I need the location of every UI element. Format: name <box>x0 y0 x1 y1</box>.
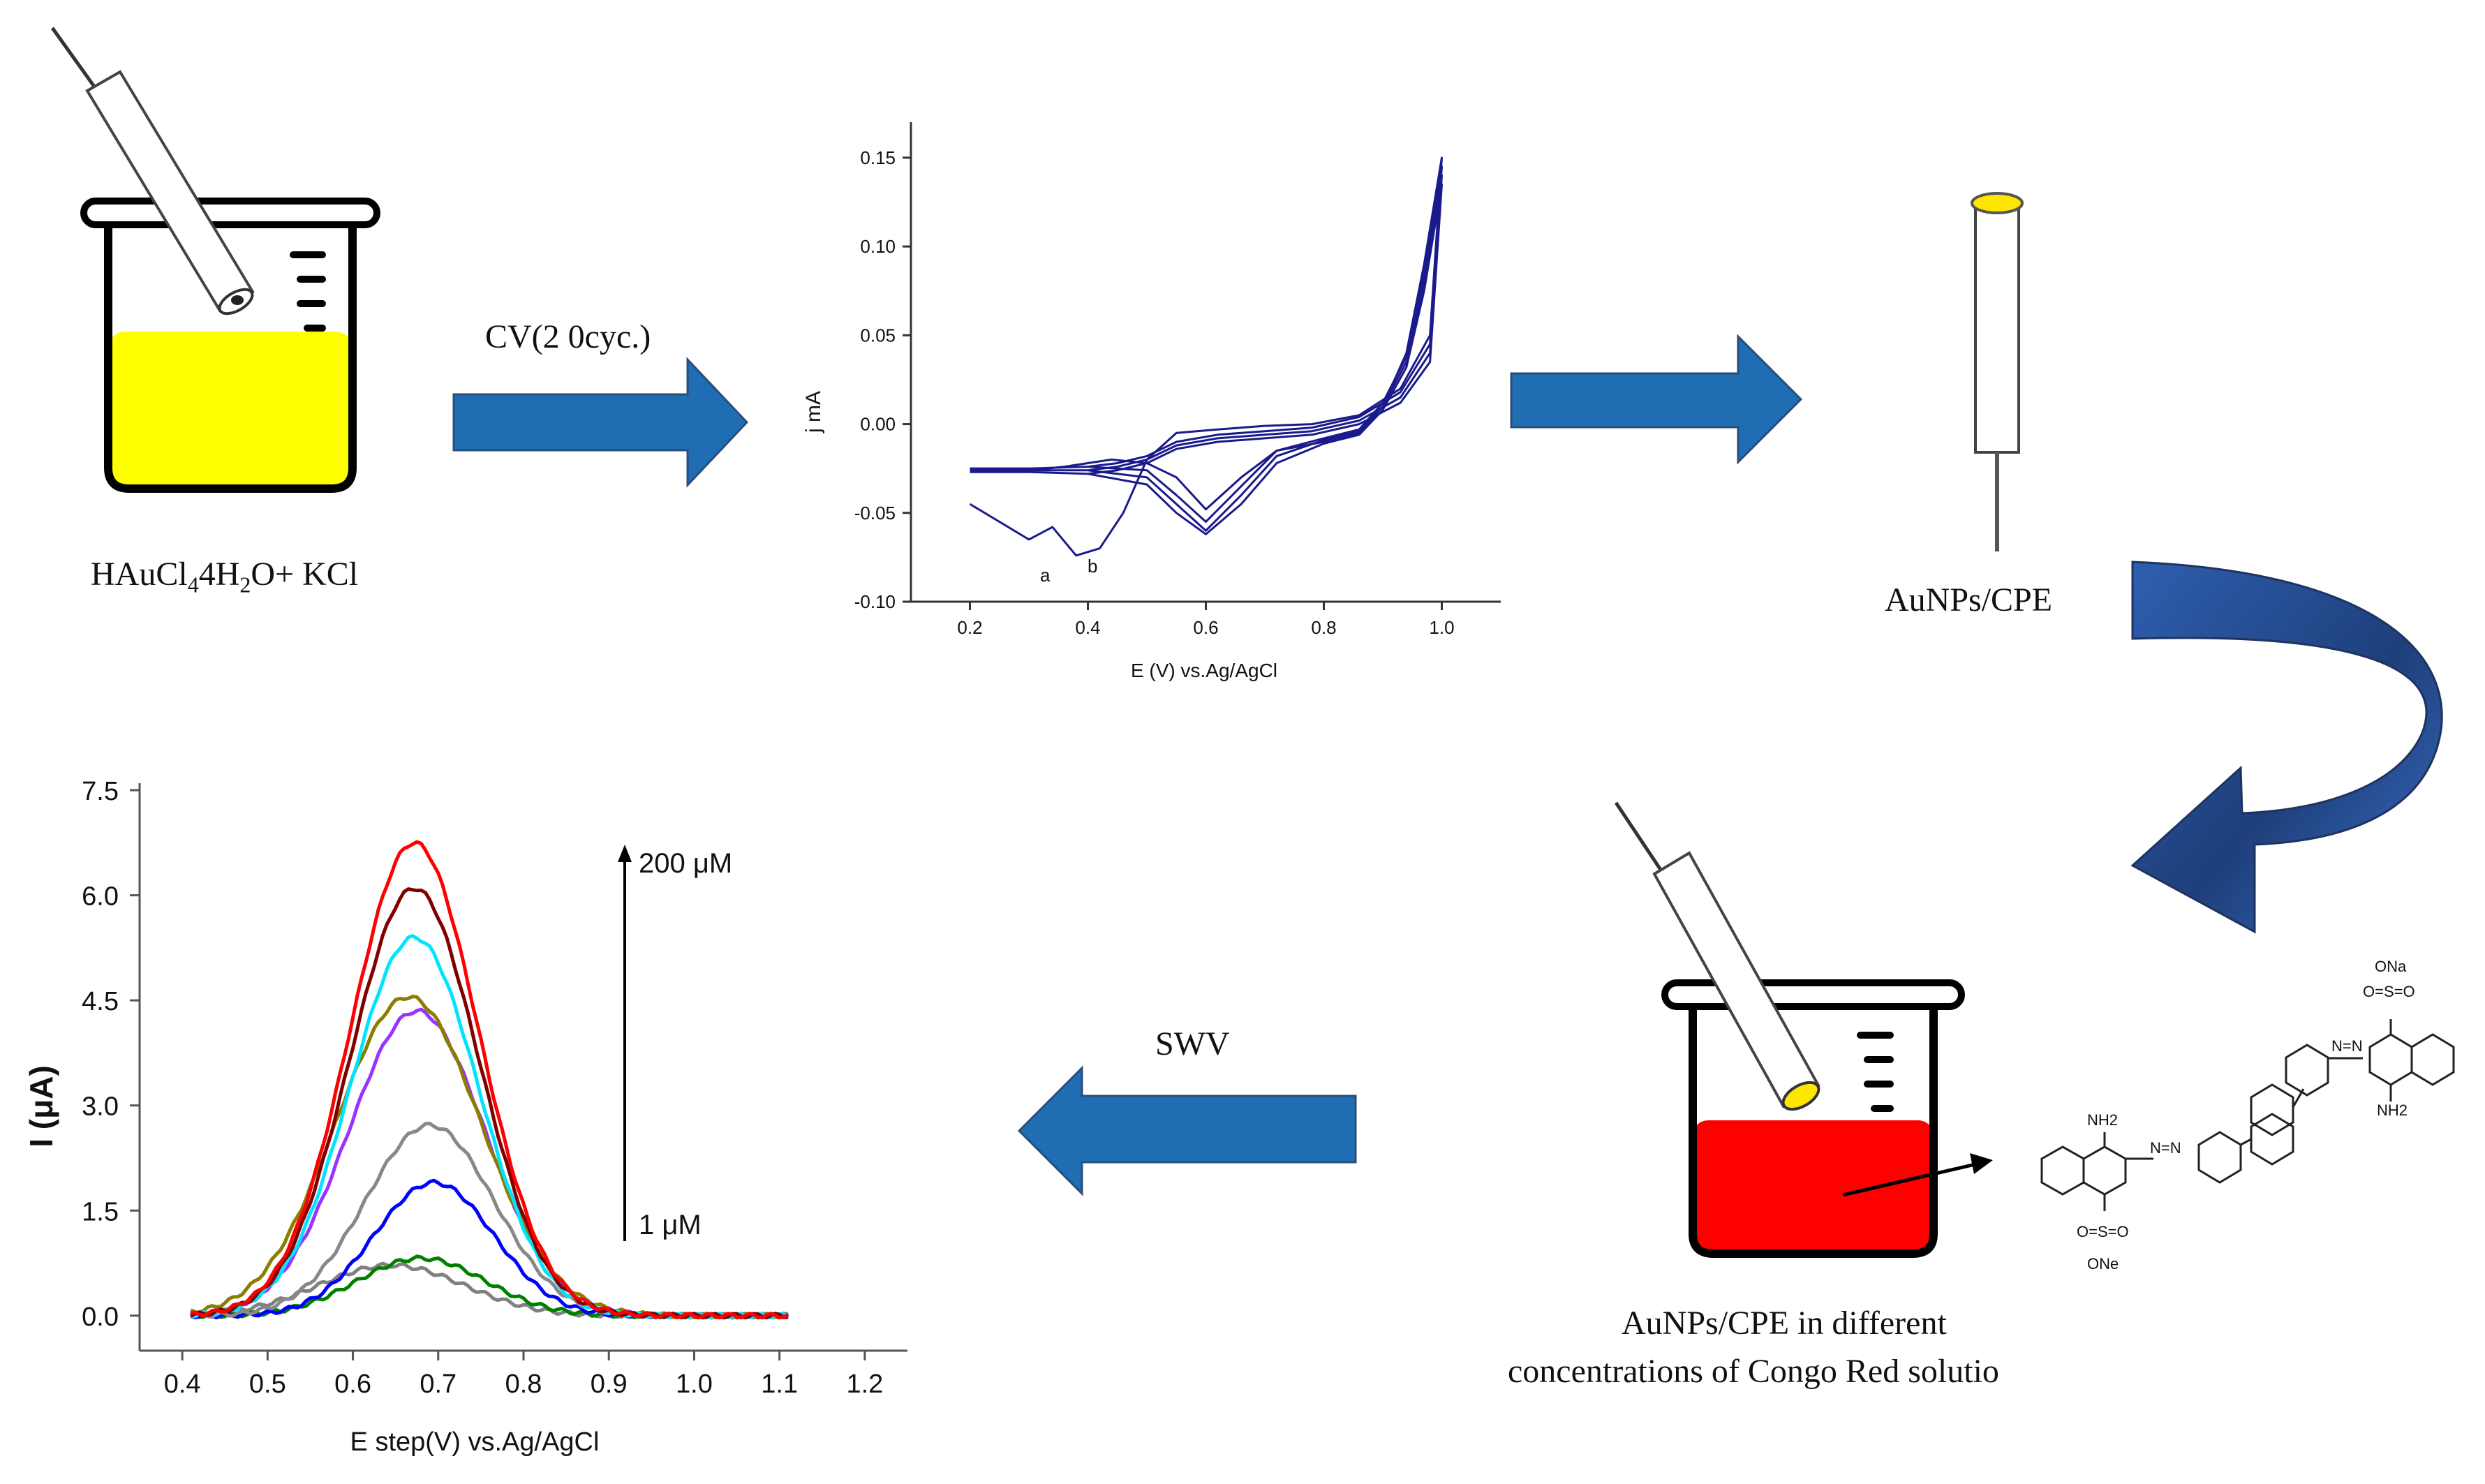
swv-ylabel: I (μA) <box>23 1065 59 1148</box>
swv-xtick-label: 0.5 <box>249 1370 286 1399</box>
cv-series-cycle-4 <box>970 183 1443 535</box>
swv-x-ticks: 0.4 0.5 0.6 0.7 0.8 0.9 1.0 1.1 1.2 <box>164 1351 883 1399</box>
beaker-solution <box>108 332 353 489</box>
molecule-label-nh2-right: NH2 <box>2377 1101 2408 1119</box>
beaker-rim <box>80 198 380 228</box>
swv-xtick-label: 0.4 <box>164 1370 201 1399</box>
arrow-swv-label: SWV <box>1155 1025 1230 1062</box>
swv-xtick-label: 0.6 <box>334 1370 371 1399</box>
beaker-red-body <box>1689 991 1938 1258</box>
swv-xtick-label: 1.2 <box>846 1370 883 1399</box>
electrode-body <box>1974 201 2020 454</box>
beaker-graduation-marks <box>290 251 326 332</box>
molecule-label-nh2-left: NH2 <box>2087 1111 2118 1129</box>
curved-arrow <box>2130 561 2443 934</box>
swv-ytick-label: 7.5 <box>82 777 119 806</box>
cv-series-cycle-1 <box>969 156 1443 557</box>
swv-ytick-label: 0.0 <box>82 1303 119 1332</box>
cv-ytick-label: 0.15 <box>860 147 896 168</box>
cv-xtick-label: 0.8 <box>1311 617 1336 638</box>
swv-ytick-label: 1.5 <box>82 1197 119 1226</box>
cv-ytick-label: 0.05 <box>860 325 896 346</box>
electrode-aunps-cpe <box>1971 192 2024 551</box>
swv-xtick-label: 0.9 <box>591 1370 628 1399</box>
swv-y-ticks: 0.0 1.5 3.0 4.5 6.0 7.5 <box>82 777 140 1332</box>
step3-label-line1: AuNPs/CPE in different <box>1622 1305 1947 1342</box>
swv-series-red <box>190 840 789 1320</box>
swv-ytick-label: 4.5 <box>82 987 119 1016</box>
cv-x-ticks: 0.2 0.4 0.6 0.8 1.0 <box>957 602 1455 638</box>
cv-ytick-label: -0.05 <box>854 503 896 524</box>
cv-series-group <box>969 156 1443 557</box>
molecule-label-so2-bottom: O=S=O <box>2077 1223 2129 1240</box>
cv-series-cycle-2 <box>970 165 1443 523</box>
beaker-yellow <box>50 27 380 493</box>
swv-xlabel: E step(V) vs.Ag/AgCl <box>350 1427 600 1457</box>
step1-label: HAuCl44H2O+ KCl <box>91 556 359 598</box>
cv-series-cycle-3 <box>970 174 1443 532</box>
cv-ytick-label: -0.10 <box>854 591 896 612</box>
swv-xtick-label: 0.7 <box>420 1370 457 1399</box>
swv-ytick-label: 6.0 <box>82 882 119 912</box>
electrode-in-beaker-1 <box>50 27 255 316</box>
cv-xtick-label: 1.0 <box>1429 617 1454 638</box>
electrode-in-beaker-2 <box>1614 801 1820 1111</box>
molecule-label-azo-right: N=N <box>2331 1037 2363 1055</box>
cv-xtick-label: 0.4 <box>1075 617 1100 638</box>
swv-xtick-label: 1.1 <box>761 1370 798 1399</box>
step3-label-line2: concentrations of Congo Red solutio <box>1508 1353 1999 1390</box>
swv-xtick-label: 0.8 <box>505 1370 542 1399</box>
beaker-red-graduation-marks <box>1857 1032 1894 1112</box>
electrode-label: AuNPs/CPE <box>1885 581 2053 618</box>
beaker-red-rim <box>1661 979 1965 1010</box>
arrow-to-electrode <box>1510 334 1803 465</box>
beaker-red-solution <box>1693 1120 1934 1253</box>
cv-ytick-label: 0.00 <box>860 414 896 435</box>
cv-xtick-label: 0.6 <box>1193 617 1218 638</box>
swv-annotation-low: 1 μM <box>639 1210 702 1240</box>
beaker-red <box>1614 801 1993 1258</box>
congo-red-molecule <box>2040 1019 2455 1211</box>
arrow-swv <box>1017 1065 1357 1196</box>
arrow-cv <box>452 357 749 488</box>
swv-annotation-high: 200 μM <box>639 848 732 879</box>
cv-xtick-label: 0.2 <box>957 617 982 638</box>
molecule-label-ona-top: ONa <box>2375 958 2407 975</box>
concentration-arrow <box>618 845 632 1241</box>
cv-ytick-label: 0.10 <box>860 236 896 257</box>
molecule-labels: ONa O=S=O N=N NH2 N=N NH2 O=S=O ONe <box>2077 958 2415 1272</box>
cv-annotation-b: b <box>1088 556 1097 577</box>
swv-xtick-label: 1.0 <box>676 1370 713 1399</box>
swv-series-brown <box>189 887 789 1320</box>
swv-chart: 0.0 1.5 3.0 4.5 6.0 7.5 0.4 0.5 0.6 0.7 0.8 0.9 1.0… <box>23 777 907 1457</box>
molecule-label-azo-left: N=N <box>2150 1139 2181 1157</box>
molecule-label-one-bottom: ONe <box>2087 1255 2119 1272</box>
cv-ylabel: j mA <box>802 391 825 433</box>
swv-ytick-label: 3.0 <box>82 1092 119 1122</box>
cv-annotation-a: a <box>1040 565 1051 586</box>
swv-series-group <box>189 840 789 1320</box>
electrode-tip <box>1971 192 2024 214</box>
cv-y-ticks: -0.10 -0.05 0.00 0.05 0.10 0.15 <box>854 147 911 612</box>
pointer-arrow <box>1842 1153 1993 1197</box>
arrow-cv-label: CV(2 0cyc.) <box>485 318 651 355</box>
molecule-label-so2-top: O=S=O <box>2363 983 2415 1000</box>
cv-chart: -0.10 -0.05 0.00 0.05 0.10 0.15 0.2 0.4 0.6 0.8 1… <box>802 122 1501 681</box>
beaker-body <box>104 209 357 493</box>
cv-xlabel: E (V) vs.Ag/AgCl <box>1131 660 1277 681</box>
